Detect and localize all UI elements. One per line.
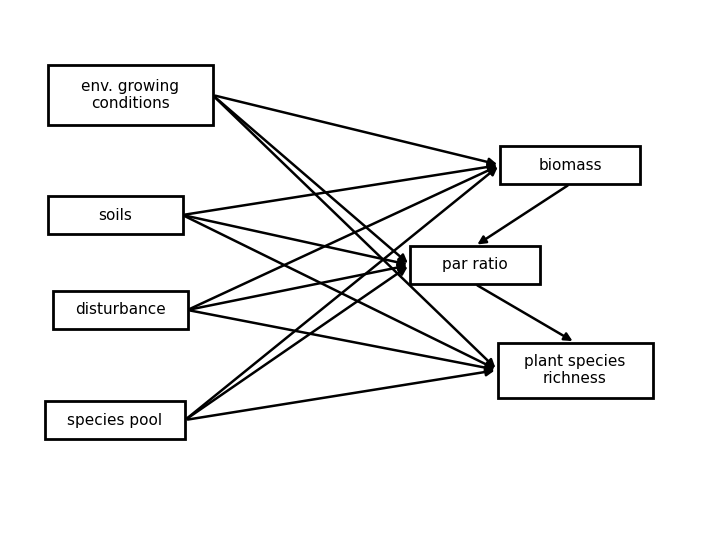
Bar	[410, 246, 540, 284]
Bar	[45, 401, 185, 439]
Bar	[48, 65, 212, 125]
Bar	[53, 291, 187, 329]
Text: soils: soils	[98, 207, 132, 222]
Text: par ratio: par ratio	[442, 258, 508, 273]
Text: species pool: species pool	[68, 413, 163, 428]
Text: biomass: biomass	[538, 158, 602, 172]
Text: disturbance: disturbance	[75, 302, 166, 318]
Text: env. growing
conditions: env. growing conditions	[81, 79, 179, 111]
Bar	[500, 146, 640, 184]
Bar	[498, 342, 652, 397]
Bar	[48, 196, 182, 234]
Text: plant species
richness: plant species richness	[524, 354, 626, 386]
